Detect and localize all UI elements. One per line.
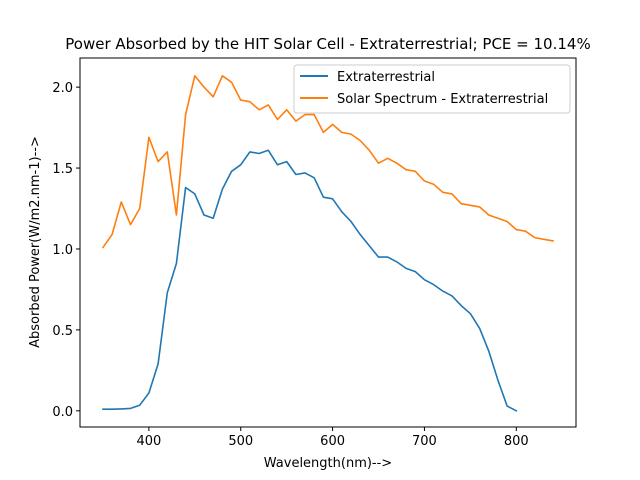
chart-title: Power Absorbed by the HIT Solar Cell - E… [65,35,590,53]
y-tick-label: 1.5 [52,162,73,177]
y-tick-label: 0.0 [52,405,73,420]
legend: Extraterrestrial Solar Spectrum - Extrat… [293,64,571,114]
x-tick-label: 500 [228,434,253,449]
x-axis: 400 500 600 700 800 [136,427,529,449]
y-tick-label: 0.5 [52,324,73,339]
series-line-solar-spectrum [101,75,554,249]
y-axis-label: Absorbed Power(W/m2.nm-1)--> [28,136,43,348]
y-tick-label: 1.0 [52,243,73,258]
x-axis-label: Wavelength(nm)--> [264,456,392,471]
legend-label-solar-spectrum: Solar Spectrum - Extraterrestrial [337,92,548,107]
y-tick-label: 2.0 [52,81,73,96]
legend-label-extraterrestrial: Extraterrestrial [337,70,435,85]
plot-frame [79,57,577,428]
series-layer [101,75,554,412]
y-axis: 0.0 0.5 1.0 1.5 2.0 [52,81,80,420]
x-tick-label: 700 [412,434,437,449]
series-line-extraterrestrial [102,149,518,412]
x-tick-label: 800 [504,434,529,449]
x-tick-label: 400 [136,434,161,449]
legend-box [293,64,571,114]
x-tick-label: 600 [320,434,345,449]
